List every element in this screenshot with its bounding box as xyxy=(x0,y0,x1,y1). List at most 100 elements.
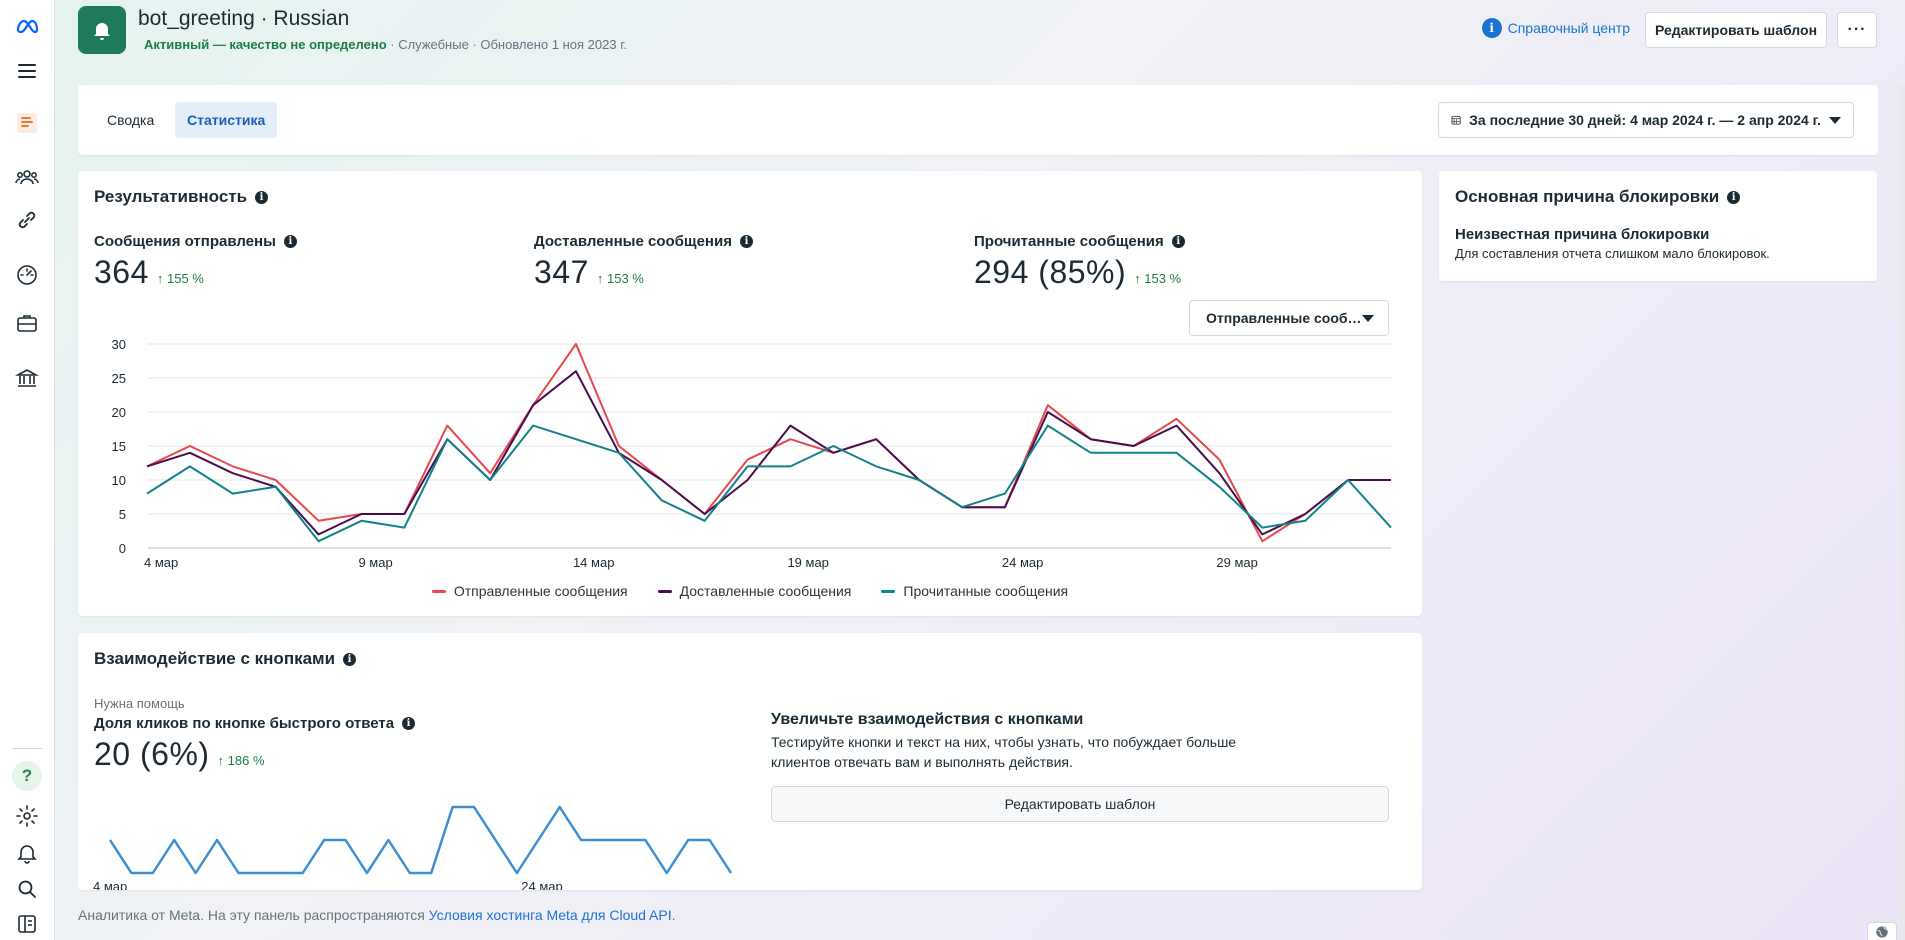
metric-label: Сообщения отправлены xyxy=(94,233,276,250)
x-tick-label: 29 мар xyxy=(1216,555,1257,570)
template-bell-icon xyxy=(78,6,126,54)
y-tick-label: 10 xyxy=(112,473,126,488)
template-icon[interactable] xyxy=(12,108,42,138)
link-icon[interactable] xyxy=(12,205,42,235)
x-tick-label: 4 мар xyxy=(93,879,127,890)
footer: Аналитика от Meta. На эту панель распрос… xyxy=(78,907,676,923)
legend-item-delivered[interactable]: Доставленные сообщения xyxy=(657,583,852,599)
y-tick-label: 30 xyxy=(112,337,126,352)
search-icon[interactable] xyxy=(12,874,42,904)
cta-description: Тестируйте кнопки и текст на них, чтобы … xyxy=(771,734,1237,770)
audience-icon[interactable] xyxy=(12,162,42,192)
tab-statistics[interactable]: Статистика xyxy=(175,102,278,138)
menu-icon[interactable] xyxy=(12,56,42,86)
series-line-2 xyxy=(146,424,1392,543)
info-icon[interactable]: i xyxy=(283,235,297,248)
y-tick-label: 25 xyxy=(112,371,126,386)
metric-delivered: Доставленные сообщения i 347 ↑ 153 % xyxy=(534,233,753,291)
date-range-select[interactable]: За последние 30 дней: 4 мар 2024 г. — 2 … xyxy=(1438,102,1854,138)
y-tick-label: 20 xyxy=(112,405,126,420)
panel-icon[interactable] xyxy=(12,909,42,939)
x-tick-label: 19 мар xyxy=(787,555,828,570)
settings-icon[interactable] xyxy=(12,801,42,831)
info-icon[interactable]: i xyxy=(739,235,753,248)
page-header: bot_greeting · Russian Активный — качест… xyxy=(78,6,1905,58)
legend-item-sent[interactable]: Отправленные сообщения xyxy=(431,583,628,599)
help-center-label: Справочный центр xyxy=(1507,20,1630,36)
chart-legend: Отправленные сообщения Доставленные сооб… xyxy=(78,583,1422,599)
calendar-icon xyxy=(1451,116,1461,125)
series-select-label: Отправленные сооб… xyxy=(1206,310,1362,326)
tabs-bar: Сводка Статистика За последние 30 дней: … xyxy=(78,85,1878,155)
sparkline-series xyxy=(108,805,733,875)
performance-title-text: Результативность xyxy=(94,187,248,206)
briefcase-icon[interactable] xyxy=(12,308,42,338)
template-meta-text: · Служебные · Обновлено 1 ноя 2023 г. xyxy=(386,37,627,52)
hosting-terms-link[interactable]: Условия хостинга Meta для Cloud API xyxy=(428,907,672,923)
tab-summary[interactable]: Сводка xyxy=(107,112,155,128)
metric-label: Доставленные сообщения xyxy=(534,233,732,250)
edit-template-cta-button[interactable]: Редактировать шаблон xyxy=(771,786,1389,822)
help-center-link[interactable]: i Справочный центр xyxy=(1481,18,1630,38)
chevron-down-icon xyxy=(1829,116,1841,124)
metric-change: ↑ 155 % xyxy=(156,271,204,286)
legend-swatch xyxy=(657,589,672,593)
date-range-label: За последние 30 дней: 4 мар 2024 г. — 2 … xyxy=(1469,112,1821,128)
legend-swatch xyxy=(881,589,896,593)
template-meta: Активный — качество не определено · Служ… xyxy=(144,37,627,52)
metric-value: 347 xyxy=(534,254,589,290)
help-icon[interactable]: ? xyxy=(12,761,42,791)
status-badge: Активный — качество не определено xyxy=(144,37,387,52)
speedometer-icon[interactable] xyxy=(12,260,42,290)
x-tick-label: 14 мар xyxy=(573,555,614,570)
page-title: bot_greeting · Russian xyxy=(138,7,350,30)
blocking-note: Для составления отчета слишком мало блок… xyxy=(1455,246,1770,261)
info-icon: i xyxy=(1481,18,1502,38)
info-icon[interactable]: i xyxy=(402,717,416,730)
blocking-reason: Неизвестная причина блокировки xyxy=(1455,226,1710,243)
metric-sent: Сообщения отправлены i 364 ↑ 155 % xyxy=(94,233,297,291)
metric-read: Прочитанные сообщения i 294 (85%) ↑ 153 % xyxy=(974,233,1185,291)
x-tick-label: 4 мар xyxy=(144,555,178,570)
info-icon[interactable]: i xyxy=(343,652,357,666)
blocking-title-text: Основная причина блокировки xyxy=(1455,187,1720,206)
need-help-label: Нужна помощь xyxy=(94,696,185,711)
metric-change: ↑ 153 % xyxy=(1134,271,1182,286)
edit-template-button[interactable]: Редактировать шаблон xyxy=(1645,12,1827,48)
blocking-title: Основная причина блокировки i xyxy=(1455,187,1741,207)
series-select[interactable]: Отправленные сооб… xyxy=(1189,300,1389,336)
y-tick-label: 0 xyxy=(119,541,126,556)
legend-item-read[interactable]: Прочитанные сообщения xyxy=(881,583,1068,599)
footer-end: . xyxy=(671,907,676,923)
bank-icon[interactable] xyxy=(12,363,42,393)
metric-value: 20 (6%) xyxy=(94,736,210,772)
info-icon[interactable]: i xyxy=(1727,190,1741,204)
globe-icon[interactable] xyxy=(1867,922,1897,940)
sidebar: ? xyxy=(0,0,55,940)
performance-card: Результативность i Сообщения отправлены i… xyxy=(78,171,1422,616)
y-tick-label: 5 xyxy=(119,507,126,522)
metric-label: Прочитанные сообщения xyxy=(974,233,1164,250)
page-scrollbar[interactable] xyxy=(1899,85,1905,940)
y-tick-label: 15 xyxy=(112,439,126,454)
info-icon[interactable]: i xyxy=(255,190,269,204)
metric-change: ↑ 186 % xyxy=(217,753,265,768)
performance-title: Результативность i xyxy=(94,187,269,207)
button-interaction-title: Взаимодействие с кнопками i xyxy=(94,649,357,669)
cta-title: Увеличьте взаимодействия с кнопками xyxy=(771,711,1084,728)
info-icon[interactable]: i xyxy=(1171,235,1185,248)
bell-icon[interactable] xyxy=(12,838,42,868)
button-interaction-title-text: Взаимодействие с кнопками xyxy=(94,649,336,668)
blocking-card: Основная причина блокировки i Неизвестна… xyxy=(1439,171,1877,281)
metric-value: 364 xyxy=(94,254,149,290)
legend-label: Отправленные сообщения xyxy=(453,583,628,599)
legend-swatch xyxy=(431,589,446,593)
meta-logo-icon[interactable] xyxy=(12,12,42,42)
series-line-1 xyxy=(146,370,1391,536)
legend-label: Доставленные сообщения xyxy=(679,583,852,599)
more-options-button[interactable]: ··· xyxy=(1837,12,1877,48)
performance-line-chart: 0 5 10 15 20 25 30 4 мар 9 мар 14 мар 19 мар 24 мар… xyxy=(112,337,1392,570)
legend-label: Прочитанные сообщения xyxy=(903,583,1069,599)
x-tick-label: 24 мар xyxy=(521,879,562,890)
quick-reply-sparkline: 4 мар 24 мар xyxy=(93,805,733,890)
